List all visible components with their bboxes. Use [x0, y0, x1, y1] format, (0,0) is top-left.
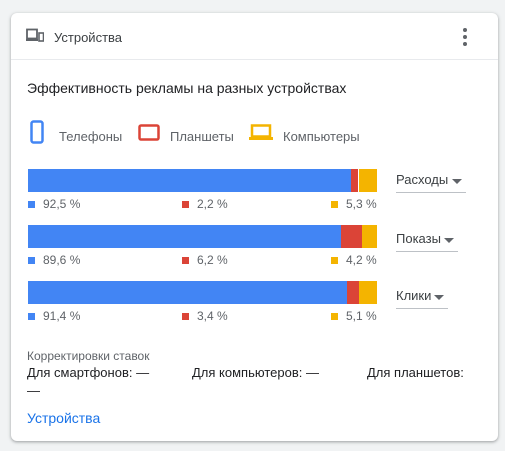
phone-icon: [30, 120, 44, 144]
legend-swatch: [28, 313, 35, 320]
chevron-down-icon: [452, 179, 462, 184]
tablet-icon: [138, 124, 160, 141]
value-text: 2,2 %: [197, 197, 228, 211]
legend-swatch: [182, 313, 189, 320]
bar-segment-tablets[interactable]: [346, 281, 359, 304]
laptop-icon: [249, 124, 273, 140]
bar-segment-phones[interactable]: [28, 225, 341, 248]
bar-segment-phones[interactable]: [28, 169, 351, 192]
value-text: 89,6 %: [43, 253, 81, 267]
value-text: 6,2 %: [197, 253, 228, 267]
chevron-down-icon: [434, 295, 444, 300]
bar-segment-computers[interactable]: [358, 281, 377, 304]
bar-segment-tablets[interactable]: [340, 225, 363, 248]
legend-swatch: [331, 313, 338, 320]
metric-label-clicks: Клики: [396, 288, 432, 303]
legend-swatch: [331, 201, 338, 208]
value-text: 91,4 %: [43, 309, 81, 323]
bar-segment-computers[interactable]: [362, 225, 377, 248]
legend-item-computers[interactable]: Компьютеры: [249, 120, 369, 144]
devices-card: Устройства Эффективность рекламы на разн…: [11, 13, 498, 441]
legend-label-phones: Телефоны: [59, 129, 123, 144]
value-label-computers: 5,3 %: [331, 197, 377, 211]
bar-segment-tablets[interactable]: [350, 169, 359, 192]
legend-swatch: [182, 257, 189, 264]
value-label-computers: 4,2 %: [331, 253, 377, 267]
value-text: 5,3 %: [346, 197, 377, 211]
legend-swatch: [331, 257, 338, 264]
devices-link[interactable]: Устройства: [27, 410, 101, 426]
more-vert-icon[interactable]: [455, 26, 475, 48]
chevron-down-icon: [444, 238, 454, 243]
card-header: Устройства: [11, 13, 498, 60]
value-label-tablets: 3,4 %: [182, 309, 228, 323]
metric-select-clicks[interactable]: Клики: [396, 288, 448, 309]
value-text: 5,1 %: [346, 309, 377, 323]
legend-label-computers: Компьютеры: [283, 129, 360, 144]
legend-item-phones[interactable]: Телефоны: [28, 120, 138, 144]
bid-adjustments-title: Корректировки ставок: [27, 349, 150, 363]
bid-adjustment-computers: Для компьютеров: —: [192, 365, 319, 380]
metric-label-spend: Расходы: [396, 172, 449, 187]
legend-item-tablets[interactable]: Планшеты: [138, 120, 238, 144]
chart-title: Эффективность рекламы на разных устройст…: [27, 80, 347, 96]
legend-swatch: [182, 201, 189, 208]
bar-row-impressions: [28, 225, 377, 248]
value-text: 3,4 %: [197, 309, 228, 323]
devices-icon: [26, 28, 44, 42]
legend-swatch: [28, 201, 35, 208]
metric-select-spend[interactable]: Расходы: [396, 172, 466, 193]
metric-label-impressions: Показы: [396, 231, 441, 246]
bar-segment-computers[interactable]: [358, 169, 377, 192]
value-text: 92,5 %: [43, 197, 81, 211]
metric-select-impressions[interactable]: Показы: [396, 231, 458, 252]
bar-segment-phones[interactable]: [28, 281, 347, 304]
value-label-phones: 89,6 %: [28, 253, 80, 267]
legend-label-tablets: Планшеты: [170, 129, 234, 144]
value-text: 4,2 %: [346, 253, 377, 267]
value-label-phones: 91,4 %: [28, 309, 80, 323]
card-title: Устройства: [54, 30, 123, 45]
bar-row-clicks: [28, 281, 377, 304]
value-label-phones: 92,5 %: [28, 197, 80, 211]
bid-adjustment-tablets-value: —: [27, 383, 40, 398]
value-label-computers: 5,1 %: [331, 309, 377, 323]
bid-adjustment-smartphones: Для смартфонов: —: [27, 365, 150, 380]
value-label-tablets: 2,2 %: [182, 197, 228, 211]
value-label-tablets: 6,2 %: [182, 253, 228, 267]
legend-swatch: [28, 257, 35, 264]
bar-row-spend: [28, 169, 377, 192]
bid-adjustment-tablets-label: Для планшетов:: [367, 365, 464, 380]
